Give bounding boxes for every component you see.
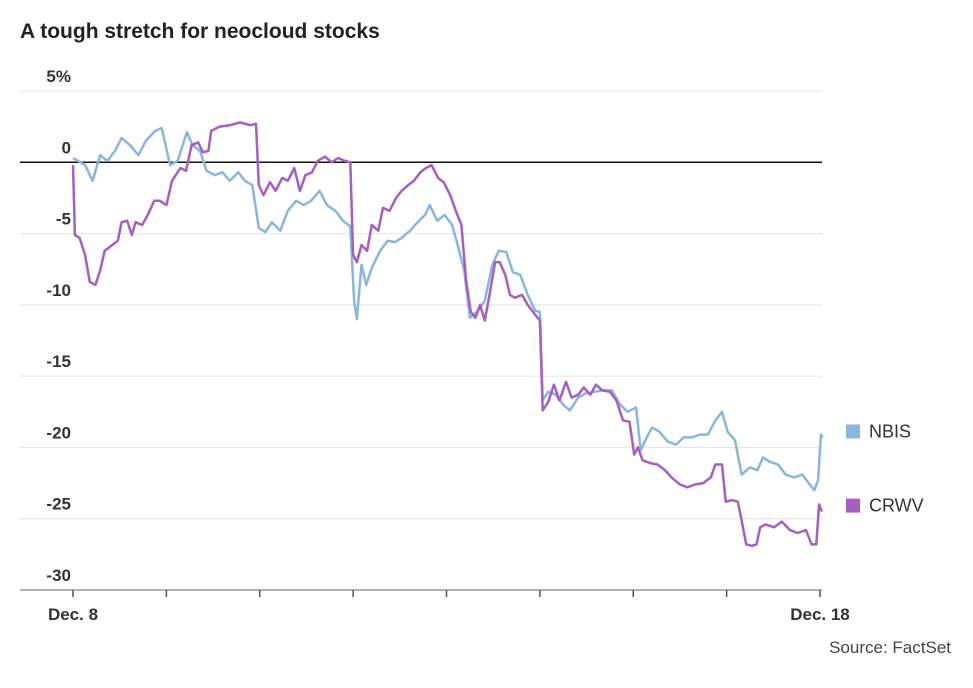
- y-tick-label: -15: [46, 352, 71, 371]
- y-tick-label: 5%: [46, 67, 71, 86]
- legend-label: CRWV: [869, 496, 924, 516]
- legend-swatch: [846, 498, 860, 513]
- legend-swatch: [846, 424, 860, 439]
- y-tick-label: -30: [46, 566, 71, 585]
- x-tick-label: Dec. 18: [790, 605, 850, 624]
- legend-label: NBIS: [869, 421, 911, 441]
- chart-title: A tough stretch for neocloud stocks: [20, 20, 380, 43]
- y-tick-label: 0: [62, 138, 71, 157]
- y-tick-label: -20: [46, 423, 71, 442]
- x-tick-label: Dec. 8: [48, 605, 98, 624]
- source: Source: FactSet: [829, 638, 951, 657]
- y-tick-label: -25: [46, 495, 71, 514]
- y-tick-label: -5: [56, 210, 71, 229]
- line: [71, 121, 824, 548]
- y-tick-label: -10: [46, 281, 71, 300]
- line: [72, 126, 824, 492]
